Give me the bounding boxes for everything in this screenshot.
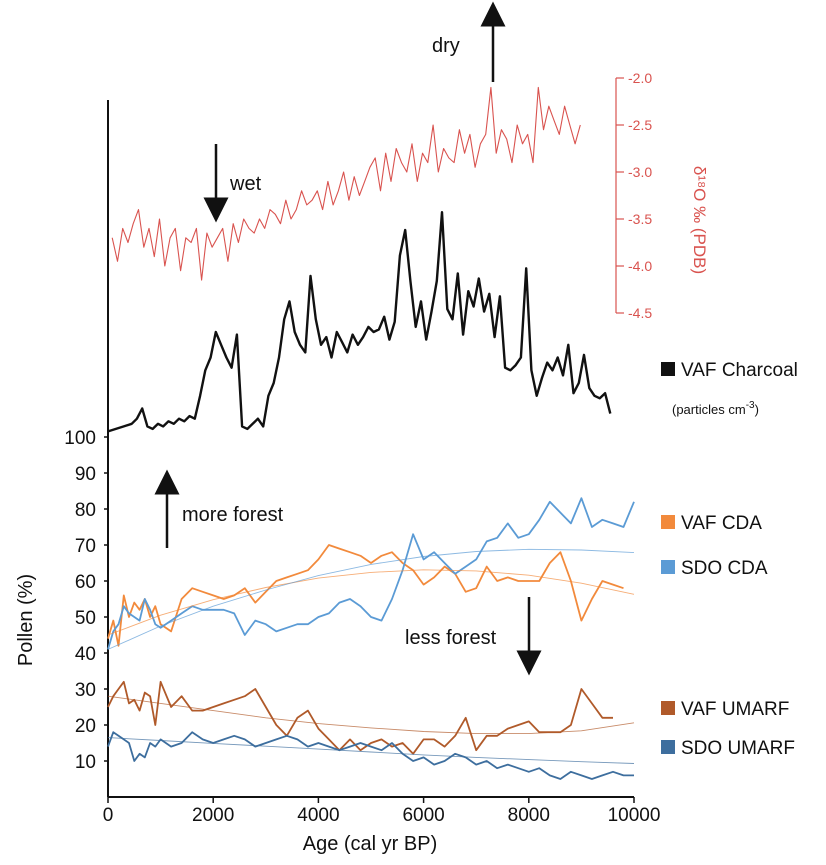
pollen-tick-label: 80	[75, 500, 96, 521]
pollen-tick-label: 20	[75, 716, 96, 737]
legend-label: VAF Charcoal	[681, 360, 798, 381]
annotation-wet: wet	[203, 144, 262, 223]
series-layer	[107, 86, 635, 780]
isotope-tick-label: -4.0	[628, 258, 652, 274]
legend-swatch	[661, 740, 675, 754]
isotope-tick-label: -4.5	[628, 305, 652, 321]
pollen-axis-title: Pollen (%)	[15, 574, 37, 666]
annotation-more-forest: more forest	[154, 469, 284, 548]
series-sdo-umarf	[107, 731, 634, 780]
pollen-tick-label: 40	[75, 644, 96, 665]
annotation-less-forest-label: less forest	[405, 627, 497, 649]
legend-label: VAF CDA	[681, 513, 762, 534]
legend-swatch	[661, 515, 675, 529]
isotope-tick-label: -2.5	[628, 117, 652, 133]
x-tick-label: 4000	[297, 805, 339, 826]
legend-item-vaf-cda: VAF CDA	[661, 513, 762, 534]
pollen-tick-label: 10	[75, 752, 96, 773]
legend-item-sdo-umarf: SDO UMARF	[661, 738, 795, 759]
annotation-dry: dry	[432, 1, 506, 82]
annotation-wet-label: wet	[229, 173, 262, 195]
x-tick-label: 0	[103, 805, 114, 826]
legend-swatch	[661, 560, 675, 574]
series-sdo-umarf-trend	[107, 737, 635, 764]
x-tick-label: 6000	[402, 805, 444, 826]
series-vaf-umarf	[107, 680, 613, 755]
annotation-dry-label: dry	[432, 35, 460, 57]
series-vaf-cda	[107, 544, 624, 647]
series-vaf-charcoal	[107, 210, 612, 433]
isotope-tick-label: -3.0	[628, 164, 652, 180]
legend-swatch	[661, 701, 675, 715]
pollen-tick-label: 60	[75, 572, 96, 593]
isotope-tick-label: -3.5	[628, 211, 652, 227]
legend-label: SDO UMARF	[681, 738, 795, 759]
series--18o	[111, 86, 581, 281]
legend-item-vaf-umarf: VAF UMARF	[661, 699, 789, 720]
pollen-tick-label: 70	[75, 536, 96, 557]
legend-swatch	[661, 362, 675, 376]
series-sdo-cda-trend	[107, 548, 635, 650]
annotation-less-forest: less forest	[405, 597, 542, 676]
pollen-tick-label: 100	[64, 428, 96, 449]
x-tick-label: 2000	[192, 805, 234, 826]
axes-layer: 0 2000 4000 6000 8000 10000 10 20 30 40 50 60 70 80 90…	[64, 70, 660, 826]
legend-label: SDO CDA	[681, 558, 768, 579]
series-sdo-cda	[107, 497, 635, 650]
legend-item-sdo-cda: SDO CDA	[661, 558, 768, 579]
legend-item-vaf-charcoal: VAF Charcoal (particles cm-3)	[661, 360, 798, 417]
pollen-tick-label: 30	[75, 680, 96, 701]
pollen-tick-label: 50	[75, 608, 96, 629]
x-axis-title: Age (cal yr BP)	[303, 833, 437, 855]
pollen-tick-label: 90	[75, 464, 96, 485]
series-vaf-cda-trend	[107, 569, 635, 636]
series-vaf-umarf-trend	[107, 695, 635, 735]
isotope-tick-label: -2.0	[628, 70, 652, 86]
legend-label: VAF UMARF	[681, 699, 789, 720]
isotope-axis-title: δ¹⁸O ‰ (PDB)	[690, 166, 709, 274]
annotation-more-forest-label: more forest	[182, 504, 284, 526]
x-tick-label: 10000	[608, 805, 661, 826]
x-tick-label: 8000	[508, 805, 550, 826]
charcoal-unit: (particles cm-3)	[672, 400, 759, 417]
legend: VAF Charcoal (particles cm-3) VAF CDA SD…	[661, 360, 798, 759]
